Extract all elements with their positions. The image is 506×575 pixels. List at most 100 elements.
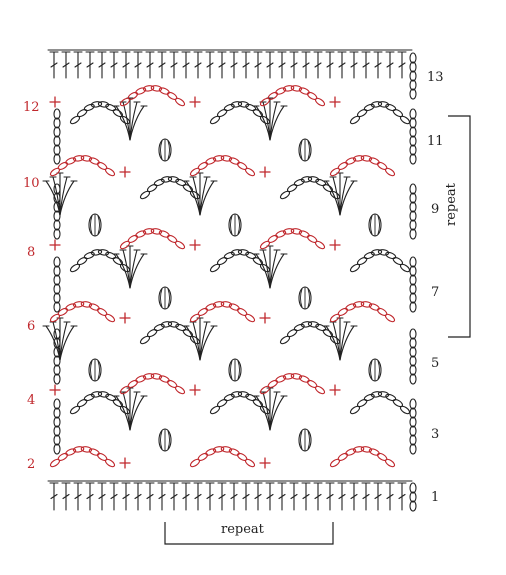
puff-stitch-lines <box>230 358 240 382</box>
chain-stitch <box>174 385 186 395</box>
chain-stitch <box>57 161 69 170</box>
chain-stitch <box>53 346 61 358</box>
chain-stitch <box>53 425 61 437</box>
chain-stitch <box>153 178 165 187</box>
row-label-9: 9 <box>431 202 440 217</box>
double-crochet <box>385 51 395 79</box>
double-crochet <box>133 482 143 511</box>
chain-stitch <box>174 240 186 250</box>
chain-stitch <box>376 452 388 461</box>
chain-stitch <box>205 157 217 165</box>
double-crochet <box>73 482 83 511</box>
fan-stitch <box>129 105 145 141</box>
double-crochet <box>133 51 143 79</box>
chain-stitch <box>53 108 61 120</box>
chain-stitch <box>76 256 88 266</box>
fan-stitch <box>269 253 285 289</box>
chain-stitch <box>409 183 417 195</box>
chain-stitch <box>212 446 225 453</box>
chain-stitch <box>105 251 117 260</box>
double-crochet <box>361 51 371 79</box>
chain-stitch <box>409 52 417 64</box>
chain-stitch <box>306 234 318 243</box>
chain-stitch <box>83 393 95 402</box>
chain-stitch <box>259 385 271 395</box>
chain-stitch <box>53 434 61 446</box>
chain-stitch <box>409 70 417 82</box>
fan-stitch <box>59 180 75 216</box>
chain-stitch <box>53 407 61 419</box>
chain-stitch <box>409 434 417 446</box>
double-crochet <box>181 51 191 79</box>
chain-stitch <box>88 448 100 456</box>
chain-stitch <box>65 157 77 165</box>
double-crochet <box>277 51 287 79</box>
chain-stitch <box>282 373 295 380</box>
row-label-12: 12 <box>23 100 40 115</box>
double-crochet <box>109 51 119 79</box>
chain-stitch <box>53 301 61 313</box>
double-crochet <box>85 51 95 79</box>
chain-stitch <box>245 251 257 260</box>
chain-stitch <box>104 167 116 177</box>
fan-stitch <box>339 180 355 216</box>
chain-stitch <box>409 153 417 165</box>
chain-stitch <box>57 307 69 316</box>
fan-stitch <box>129 395 145 431</box>
chain-stitch <box>150 85 163 92</box>
chain-stitch <box>409 364 417 376</box>
chain-stitch <box>300 321 313 328</box>
chain-stitch <box>96 161 108 170</box>
double-crochet <box>241 482 251 511</box>
chain-stitch <box>88 157 100 165</box>
chain-stitch <box>83 251 95 260</box>
chain-stitch <box>105 393 117 402</box>
chain-stitch <box>329 167 341 177</box>
chain-stitch <box>166 234 178 243</box>
chain-stitch <box>245 393 257 402</box>
chain-stitch <box>230 101 243 108</box>
puff-stitch-lines <box>160 286 170 310</box>
chain-stitch <box>53 256 61 268</box>
single-crochet <box>259 457 271 469</box>
chain-stitch <box>150 373 163 380</box>
double-crochet <box>205 51 215 79</box>
single-crochet <box>189 96 201 108</box>
chain-stitch <box>189 458 201 468</box>
chain-stitch <box>53 355 61 367</box>
chain-stitch <box>216 108 228 118</box>
double-crochet <box>325 51 335 79</box>
chain-stitch <box>142 85 155 92</box>
chain-stitch <box>53 337 61 349</box>
chain-stitch <box>53 328 61 340</box>
chain-stitch <box>384 313 396 323</box>
double-crochet <box>109 482 119 511</box>
chain-stitch <box>293 323 305 332</box>
chain-stitch <box>53 117 61 129</box>
puff-stitch-lines <box>370 213 380 237</box>
chain-stitch <box>409 482 417 494</box>
chain-stitch <box>314 97 326 107</box>
chain-stitch <box>409 117 417 129</box>
chain-stitch <box>314 385 326 395</box>
double-crochet <box>337 51 347 79</box>
double-crochet <box>313 482 323 511</box>
chain-stitch <box>237 249 250 256</box>
double-crochet <box>253 51 263 79</box>
chain-stitch <box>409 256 417 268</box>
row-label-7: 7 <box>431 285 440 300</box>
chain-stitch <box>363 393 375 402</box>
chain-stitch <box>267 234 279 243</box>
chain-stitch <box>376 307 388 316</box>
chain-stitch <box>267 91 279 100</box>
chain-stitch <box>53 398 61 410</box>
puff-stitch-lines <box>300 428 310 452</box>
double-crochet <box>313 51 323 79</box>
chain-stitch <box>97 249 110 256</box>
chain-stitch <box>370 391 383 398</box>
chain-stitch <box>53 274 61 286</box>
fan-stitch <box>339 325 355 361</box>
chain-stitch <box>409 79 417 91</box>
chain-stitch <box>53 192 61 204</box>
chain-stitch <box>160 176 173 183</box>
